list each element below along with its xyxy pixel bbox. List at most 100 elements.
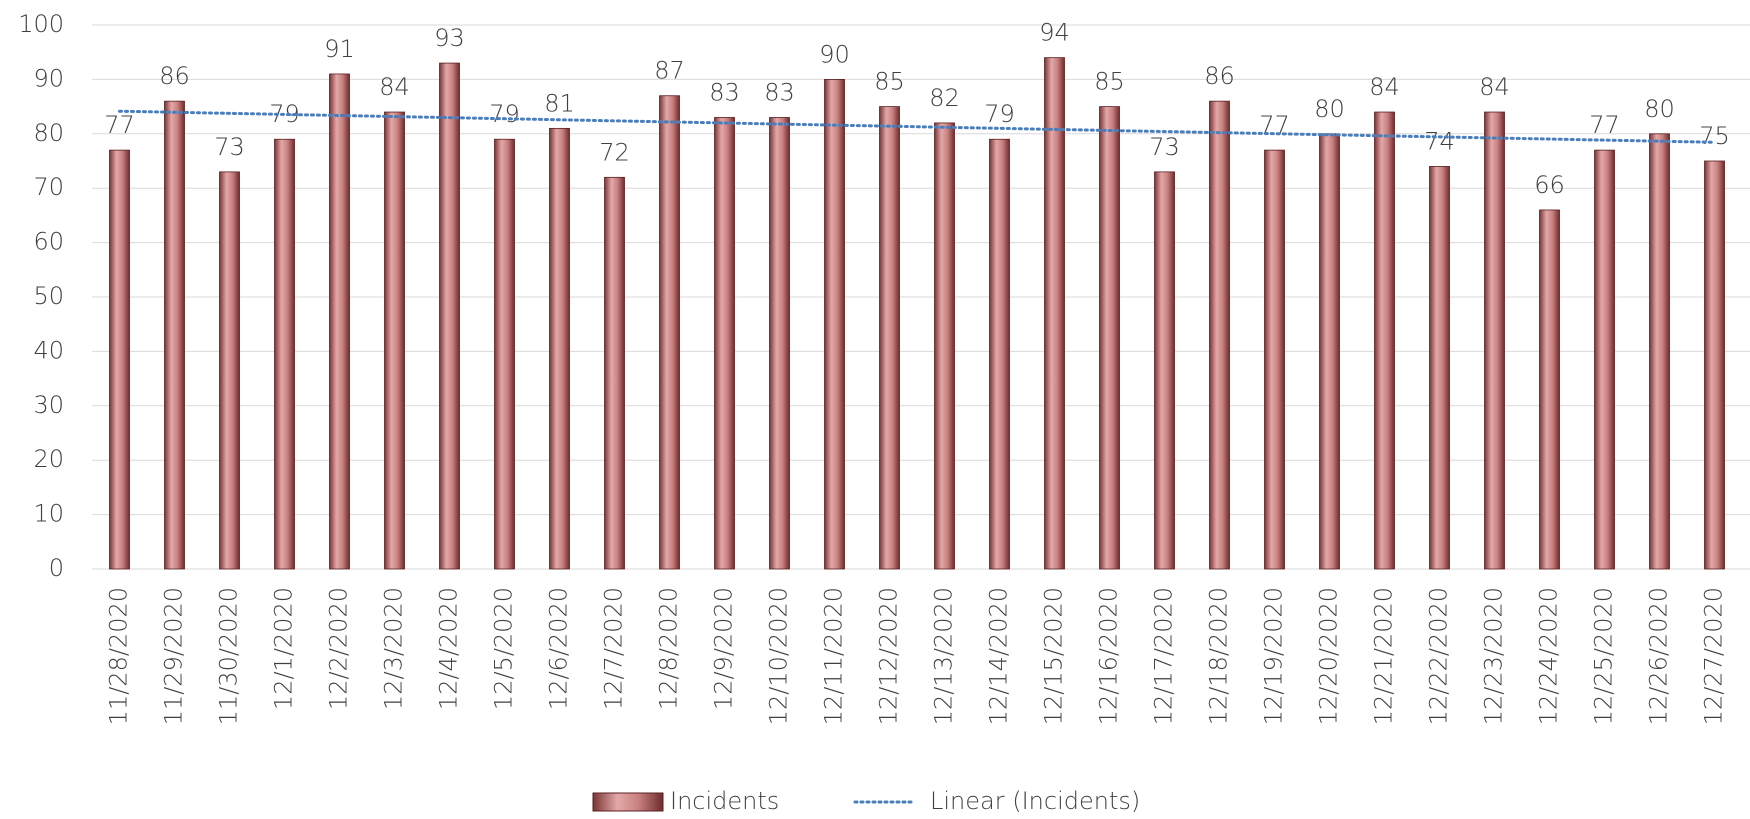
data-label: 74 bbox=[1424, 127, 1455, 155]
bar bbox=[824, 79, 845, 570]
x-tick: 12/15/2020 bbox=[1040, 587, 1068, 725]
data-label: 80 bbox=[1644, 95, 1675, 123]
y-tick-label: 90 bbox=[33, 64, 64, 92]
data-label: 79 bbox=[489, 100, 520, 128]
bar bbox=[384, 111, 405, 570]
x-tick-label: 12/5/2020 bbox=[490, 587, 518, 710]
x-tick-label: 12/27/2020 bbox=[1700, 587, 1728, 725]
bar bbox=[934, 122, 955, 570]
data-label: 66 bbox=[1534, 171, 1565, 199]
y-tick-label: 50 bbox=[33, 282, 64, 310]
x-tick-label: 12/24/2020 bbox=[1535, 587, 1563, 725]
data-label: 91 bbox=[324, 35, 355, 63]
x-tick: 12/21/2020 bbox=[1370, 587, 1398, 725]
x-tick-label: 12/11/2020 bbox=[820, 587, 848, 725]
bar bbox=[1704, 160, 1725, 570]
data-label: 93 bbox=[434, 24, 465, 52]
x-tick-label: 12/1/2020 bbox=[270, 587, 298, 710]
data-label: 80 bbox=[1314, 95, 1345, 123]
x-tick-label: 12/17/2020 bbox=[1150, 587, 1178, 725]
legend-swatch bbox=[592, 792, 664, 812]
x-tick-label: 12/9/2020 bbox=[710, 587, 738, 710]
bar bbox=[1044, 57, 1065, 570]
data-label: 87 bbox=[654, 57, 685, 85]
x-tick: 12/12/2020 bbox=[875, 587, 903, 725]
data-label: 90 bbox=[819, 40, 850, 68]
y-tick-label: 0 bbox=[49, 554, 64, 582]
x-tick: 12/8/2020 bbox=[655, 587, 683, 710]
x-tick: 12/20/2020 bbox=[1315, 587, 1343, 725]
x-tick-label: 12/3/2020 bbox=[380, 587, 408, 710]
x-tick: 12/14/2020 bbox=[985, 587, 1013, 725]
x-tick: 12/6/2020 bbox=[545, 587, 573, 710]
x-tick: 12/2/2020 bbox=[325, 587, 353, 710]
bar bbox=[1319, 133, 1340, 570]
y-tick-label: 40 bbox=[33, 336, 64, 364]
x-tick: 12/3/2020 bbox=[380, 587, 408, 710]
bar bbox=[439, 62, 460, 570]
y-tick-label: 100 bbox=[18, 10, 64, 38]
bar bbox=[1154, 171, 1175, 570]
x-tick: 12/10/2020 bbox=[765, 587, 793, 725]
y-tick-label: 20 bbox=[33, 445, 64, 473]
y-tick-label: 80 bbox=[33, 119, 64, 147]
x-tick-label: 12/7/2020 bbox=[600, 587, 628, 710]
x-tick-label: 12/20/2020 bbox=[1315, 587, 1343, 725]
data-label: 94 bbox=[1039, 19, 1070, 47]
y-tick-label: 30 bbox=[33, 391, 64, 419]
bar bbox=[1374, 111, 1395, 570]
data-label: 79 bbox=[984, 100, 1015, 128]
x-tick: 12/1/2020 bbox=[270, 587, 298, 710]
x-tick-label: 12/23/2020 bbox=[1480, 587, 1508, 725]
bar bbox=[164, 100, 185, 570]
x-tick-label: 12/18/2020 bbox=[1205, 587, 1233, 725]
x-tick-label: 12/2/2020 bbox=[325, 587, 353, 710]
bar bbox=[1539, 209, 1560, 570]
x-tick: 11/28/2020 bbox=[105, 587, 133, 725]
x-tick: 12/9/2020 bbox=[710, 587, 738, 710]
x-tick: 12/5/2020 bbox=[490, 587, 518, 710]
bar bbox=[109, 149, 130, 570]
x-tick-label: 12/8/2020 bbox=[655, 587, 683, 710]
data-label: 77 bbox=[1589, 111, 1620, 139]
data-label: 83 bbox=[709, 78, 740, 106]
x-tick: 12/16/2020 bbox=[1095, 587, 1123, 725]
data-label: 82 bbox=[929, 84, 960, 112]
x-tick: 12/18/2020 bbox=[1205, 587, 1233, 725]
x-tick: 12/11/2020 bbox=[820, 587, 848, 725]
data-label: 83 bbox=[764, 78, 795, 106]
y-tick-label: 70 bbox=[33, 173, 64, 201]
x-tick-label: 12/6/2020 bbox=[545, 587, 573, 710]
bar bbox=[1209, 100, 1230, 570]
bar bbox=[1594, 149, 1615, 570]
bar bbox=[989, 138, 1010, 570]
data-label: 84 bbox=[1369, 73, 1400, 101]
x-tick-label: 12/25/2020 bbox=[1590, 587, 1618, 725]
x-tick-label: 11/28/2020 bbox=[105, 587, 133, 725]
x-tick: 12/4/2020 bbox=[435, 587, 463, 710]
x-tick: 12/22/2020 bbox=[1425, 587, 1453, 725]
bar bbox=[494, 138, 515, 570]
x-tick-label: 12/26/2020 bbox=[1645, 587, 1673, 725]
legend-label: Incidents bbox=[670, 787, 779, 815]
x-tick: 12/24/2020 bbox=[1535, 587, 1563, 725]
legend-label: Linear (Incidents) bbox=[930, 787, 1140, 815]
x-tick: 11/29/2020 bbox=[160, 587, 188, 725]
bar bbox=[714, 117, 735, 570]
bar bbox=[1649, 133, 1670, 570]
x-tick-label: 12/14/2020 bbox=[985, 587, 1013, 725]
bar bbox=[604, 176, 625, 570]
x-tick: 12/25/2020 bbox=[1590, 587, 1618, 725]
x-tick: 12/7/2020 bbox=[600, 587, 628, 710]
bar bbox=[329, 73, 350, 570]
bar bbox=[659, 95, 680, 570]
x-tick: 12/17/2020 bbox=[1150, 587, 1178, 725]
x-tick-label: 12/4/2020 bbox=[435, 587, 463, 710]
data-label: 75 bbox=[1699, 122, 1730, 150]
x-tick-label: 12/12/2020 bbox=[875, 587, 903, 725]
data-label: 73 bbox=[1149, 133, 1180, 161]
x-tick-label: 12/13/2020 bbox=[930, 587, 958, 725]
bar bbox=[549, 127, 570, 570]
